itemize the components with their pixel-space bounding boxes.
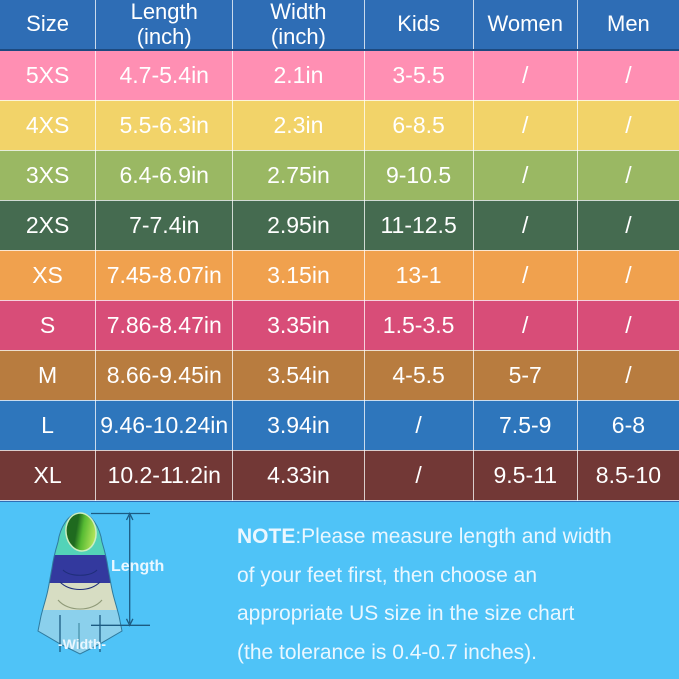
svg-text:Length: Length [111, 558, 164, 575]
svg-text:-Width-: -Width- [58, 636, 106, 652]
